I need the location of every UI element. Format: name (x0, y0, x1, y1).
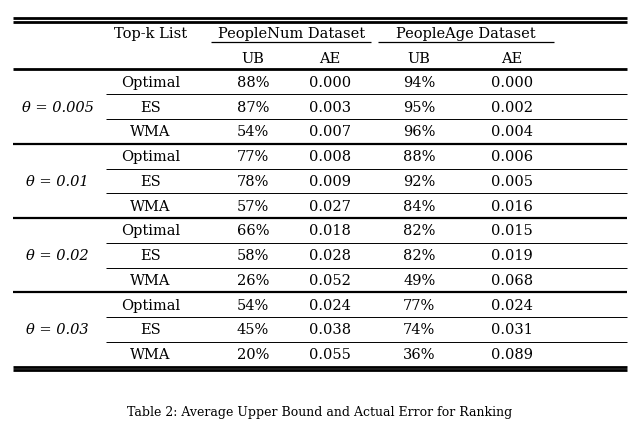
Text: 0.016: 0.016 (491, 199, 533, 213)
Text: 77%: 77% (403, 298, 435, 312)
Text: 66%: 66% (237, 224, 269, 238)
Text: 0.019: 0.019 (491, 249, 533, 262)
Text: 0.028: 0.028 (308, 249, 351, 262)
Text: 0.006: 0.006 (491, 150, 533, 164)
Text: 0.005: 0.005 (491, 175, 533, 188)
Text: 54%: 54% (237, 298, 269, 312)
Text: θ = 0.03: θ = 0.03 (26, 323, 89, 337)
Text: AE: AE (501, 52, 523, 66)
Text: PeopleAge Dataset: PeopleAge Dataset (396, 27, 536, 40)
Text: 0.000: 0.000 (308, 76, 351, 89)
Text: Optimal: Optimal (121, 224, 180, 238)
Text: 95%: 95% (403, 101, 435, 114)
Text: 87%: 87% (237, 101, 269, 114)
Text: WMA: WMA (130, 273, 171, 287)
Text: 77%: 77% (237, 150, 269, 164)
Text: 45%: 45% (237, 323, 269, 337)
Text: Table 2: Average Upper Bound and Actual Error for Ranking: Table 2: Average Upper Bound and Actual … (127, 405, 513, 417)
Text: 78%: 78% (237, 175, 269, 188)
Text: 36%: 36% (403, 348, 435, 361)
Text: 0.018: 0.018 (308, 224, 351, 238)
Text: 58%: 58% (237, 249, 269, 262)
Text: Optimal: Optimal (121, 150, 180, 164)
Text: 0.055: 0.055 (308, 348, 351, 361)
Text: 57%: 57% (237, 199, 269, 213)
Text: 0.009: 0.009 (308, 175, 351, 188)
Text: 0.002: 0.002 (491, 101, 533, 114)
Text: 0.007: 0.007 (308, 125, 351, 139)
Text: UB: UB (241, 52, 264, 66)
Text: θ = 0.02: θ = 0.02 (26, 249, 89, 262)
Text: 84%: 84% (403, 199, 435, 213)
Text: WMA: WMA (130, 348, 171, 361)
Text: 0.052: 0.052 (308, 273, 351, 287)
Text: 0.027: 0.027 (308, 199, 351, 213)
Text: 0.003: 0.003 (308, 101, 351, 114)
Text: 0.004: 0.004 (491, 125, 533, 139)
Text: WMA: WMA (130, 199, 171, 213)
Text: 0.000: 0.000 (491, 76, 533, 89)
Text: UB: UB (408, 52, 431, 66)
Text: Optimal: Optimal (121, 298, 180, 312)
Text: θ = 0.005: θ = 0.005 (22, 101, 93, 114)
Text: 20%: 20% (237, 348, 269, 361)
Text: θ = 0.01: θ = 0.01 (26, 175, 89, 188)
Text: 0.008: 0.008 (308, 150, 351, 164)
Text: 0.068: 0.068 (491, 273, 533, 287)
Text: Optimal: Optimal (121, 76, 180, 89)
Text: 82%: 82% (403, 249, 435, 262)
Text: 0.024: 0.024 (308, 298, 351, 312)
Text: 88%: 88% (237, 76, 269, 89)
Text: ES: ES (140, 175, 161, 188)
Text: PeopleNum Dataset: PeopleNum Dataset (218, 27, 365, 40)
Text: 0.031: 0.031 (491, 323, 533, 337)
Text: 0.089: 0.089 (491, 348, 533, 361)
Text: 49%: 49% (403, 273, 435, 287)
Text: 0.015: 0.015 (491, 224, 533, 238)
Text: 0.024: 0.024 (491, 298, 533, 312)
Text: WMA: WMA (130, 125, 171, 139)
Text: 94%: 94% (403, 76, 435, 89)
Text: ES: ES (140, 323, 161, 337)
Text: 88%: 88% (403, 150, 435, 164)
Text: 54%: 54% (237, 125, 269, 139)
Text: AE: AE (319, 52, 340, 66)
Text: Top-k List: Top-k List (114, 27, 187, 40)
Text: 82%: 82% (403, 224, 435, 238)
Text: ES: ES (140, 101, 161, 114)
Text: 0.038: 0.038 (308, 323, 351, 337)
Text: 26%: 26% (237, 273, 269, 287)
Text: ES: ES (140, 249, 161, 262)
Text: 96%: 96% (403, 125, 435, 139)
Text: 74%: 74% (403, 323, 435, 337)
Text: 92%: 92% (403, 175, 435, 188)
